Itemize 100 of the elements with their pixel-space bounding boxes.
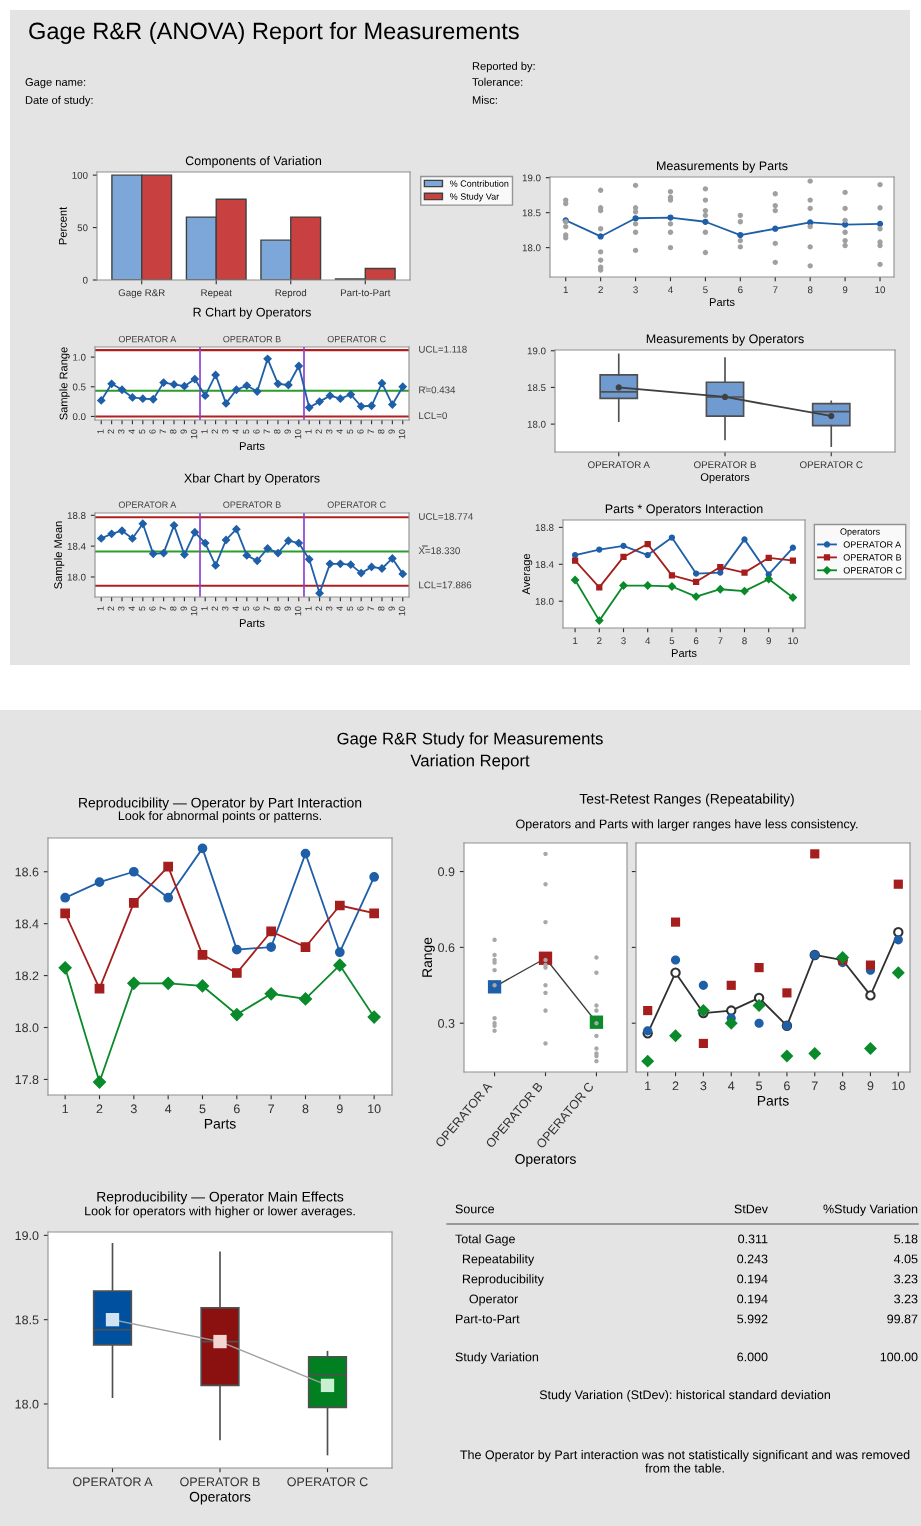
x-tick-label: Repeat [201,289,232,299]
x-tick-label: 6 [253,606,260,611]
x-tick-label: 8 [274,606,281,611]
text: 4.05 [893,1254,918,1264]
x-tick-label: 1 [97,429,104,434]
x-tick-label: 3 [118,606,125,611]
y-tick-label: 0.0 [72,413,86,421]
x-tick-label: 4 [336,429,343,434]
x-tick-label: 10 [875,286,886,294]
x-tick-label: 3 [326,606,333,611]
x-axis-title: Parts [757,1095,789,1106]
x-tick-label: 3 [118,429,125,434]
y-tick-label: 100 [72,171,88,179]
x-tick-label: 10 [190,606,198,616]
x-tick-label: 1 [201,429,208,434]
x-tick-label: 4 [336,606,343,611]
x-tick-label: OPERATOR C [287,1477,368,1487]
text: OPERATOR B [223,501,281,508]
x-tick-label: 2 [315,429,322,434]
x-tick-label: 2 [107,429,114,434]
x-tick-label: OPERATOR C [800,461,863,469]
text: Gage R&R Study for Measurements [337,732,603,748]
text: The Operator by Part interaction was not statistically significant and was removed from the table. [460,1450,910,1473]
x-tick-label: 5 [138,429,146,434]
y-tick-label: 19.0 [527,347,546,355]
legend-label: % Contribution [449,180,509,187]
x-tick-label: 8 [807,286,813,294]
y-tick-label: 18.0 [535,597,554,605]
x-tick-label: 7 [367,606,374,611]
y-axis-title: Range [422,937,435,977]
x-axis-title: Parts [239,619,265,628]
x-tick-label: 10 [398,429,406,439]
ref-line-label: R̄=0.434 [419,386,456,394]
legend-label: OPERATOR A [843,541,902,548]
ref-line-label: X̿=18.330 [418,545,460,555]
x-tick-label: 8 [274,429,281,434]
x-tick-label: 5 [242,429,250,434]
x-tick-label: 5 [346,606,354,611]
chart-title: Measurements by Operators [646,334,804,346]
x-tick-label: 6 [738,286,743,294]
text: Study Variation (StDev): historical standard deviation [539,1390,830,1402]
x-tick-label: 10 [368,1104,381,1114]
x-tick-label: 7 [159,606,166,611]
x-tick-label: 6 [253,429,260,434]
category-label: Repeatability [462,1254,535,1266]
x-tick-label: 9 [284,606,291,611]
x-tick-label: 2 [597,637,602,645]
x-tick-label: 9 [388,429,395,434]
x-tick-label: 6 [784,1081,790,1091]
x-tick-label: 9 [766,637,771,645]
x-axis-title: Parts [671,649,697,658]
x-tick-label: 6 [149,429,156,434]
y-tick-label: 18.0 [527,420,546,428]
x-tick-label: OPERATOR A [588,461,650,469]
x-tick-label: 1 [201,606,208,611]
y-tick-label: 18.0 [67,573,86,581]
category-label: Study Variation [455,1352,539,1364]
text: 99.87 [887,1314,918,1324]
chart-title: Xbar Chart by Operators [184,473,320,486]
x-tick-label: 8 [378,606,385,611]
x-tick-label: 7 [773,286,778,294]
ref-line-label: LCL=17.886 [419,581,472,589]
text: 5.18 [894,1234,918,1244]
text: 3.23 [894,1274,918,1284]
text: OPERATOR C [327,335,386,343]
chart-title: Parts * Operators Interaction [605,504,763,516]
y-tick-label: 0 [82,276,88,284]
x-tick-label: Part-to-Part [340,289,391,297]
text: 0.194 [737,1294,768,1304]
category-label: Source [455,1204,495,1214]
x-tick-label: 2 [96,1104,103,1114]
y-tick-label: 18.0 [15,1023,39,1033]
x-tick-label: 9 [284,429,291,434]
x-tick-label: 4 [232,606,239,611]
x-axis-title: Operators [700,473,750,484]
y-tick-label: 18.4 [67,542,86,550]
x-tick-label: 8 [170,606,177,611]
category-label: StDev [734,1204,768,1214]
text: Gage R&R (ANOVA) Report for Measurements [29,22,519,45]
x-tick-label: 5 [669,637,675,645]
x-axis-title: Parts [204,1118,236,1129]
y-tick-label: 19.0 [522,174,541,182]
x-tick-label: 5 [138,606,146,611]
x-tick-label: 5 [346,429,354,434]
x-tick-label: 10 [294,429,302,439]
chart-subtitle: Look for abnormal points or patterns. [118,810,322,823]
x-tick-label: 2 [107,606,114,611]
text: Misc: [472,95,497,104]
x-tick-label: 6 [357,429,364,434]
legend-label: OPERATOR C [843,567,902,574]
x-tick-label: 1 [97,606,104,611]
x-tick-label: OPERATOR A [73,1477,153,1487]
x-tick-label: 4 [645,637,651,645]
text: Operators and Parts with larger ranges have less consistency. [516,819,858,831]
x-tick-label: 1 [645,1081,651,1091]
y-tick-label: 18.4 [535,561,554,568]
chart-title: Reproducibility — Operator Main Effects [97,1191,344,1205]
category-label: Part-to-Part [456,1314,520,1324]
y-tick-label: 18.8 [535,524,554,531]
x-tick-label: 1 [573,637,578,645]
